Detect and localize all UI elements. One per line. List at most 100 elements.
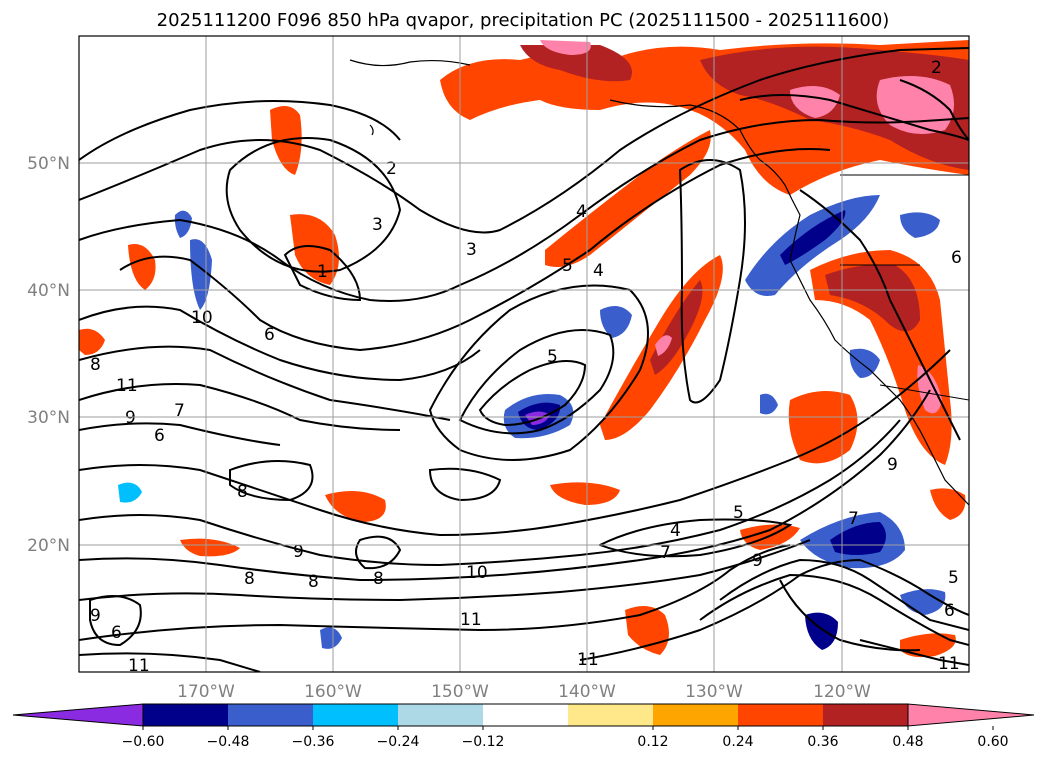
precip-negative-region [760,393,778,415]
contour-line [79,544,791,641]
precip-positive-region [79,328,105,355]
precip-max-positive-region [790,86,840,118]
colorbar-tick-label: −0.12 [462,734,505,750]
lat-tick-label: 40°N [27,281,70,301]
colorbar-segment [738,704,823,726]
contour-label: 7 [848,509,859,529]
contour-label: 2 [931,58,942,78]
precip-weak-negative-region [118,482,142,503]
lon-tick-label: 130°W [685,682,743,702]
lat-tick-label: 50°N [27,154,70,174]
colorbar-tick-label: 0.48 [892,734,923,750]
contour-label: 9 [752,551,763,571]
contour-line [799,189,961,441]
colorbar-tick-label: −0.24 [377,734,420,750]
contour-label: 8 [90,355,101,375]
colorbar-tick-label: 0.60 [977,734,1008,750]
precip-negative-region [174,210,192,238]
colorbar-tick-label: −0.60 [122,734,165,750]
contour-line [119,148,831,352]
colorbar-segment [313,704,398,726]
contour-label: 8 [308,572,319,592]
contour-label: 4 [593,261,604,281]
precip-max-positive-region [540,40,591,55]
contour-line [79,539,811,602]
colorbar-segment [653,704,738,726]
contour-label: 9 [90,606,101,626]
coastlines [349,59,969,506]
contour-label: 6 [111,623,122,643]
contour-line [283,245,362,302]
contour-label: 5 [733,503,744,523]
contour-line [458,329,615,435]
contour-label: 10 [191,308,213,328]
contour-line [79,419,901,567]
colorbar-frame [142,703,909,727]
contour-line [719,558,969,631]
colorbar-ticks: −0.60 −0.48 −0.36 −0.24 −0.12 0.12 0.24 0.36 0.4… [122,726,1009,750]
contour-label: 5 [562,256,573,276]
contour-line [79,305,481,382]
colorbar-tick-label: 0.24 [722,734,753,750]
precip-positive-region [740,524,800,550]
contour-label: 11 [577,650,599,670]
precip-positive-region [788,391,858,464]
colorbar-segment [483,704,568,726]
precip-positive-region [180,538,240,557]
contour-line [79,345,451,421]
lon-tick-label: 140°W [558,682,616,702]
map-frame [78,35,970,673]
map-panel: 2 1 3 4 5 3 4 6 10 8 11 9 6 7 8 9 8 8 10… [78,35,970,676]
contour-line [79,383,401,431]
contour-line [79,389,931,582]
lon-tick-label: 120°W [813,682,871,702]
contour-label: 3 [372,215,383,235]
contour-label: 1 [317,262,328,282]
contour-line [779,579,921,652]
gridlines [79,36,969,672]
coastline [369,124,374,136]
colorbar-segment [823,704,908,726]
contour-line [225,137,402,273]
precip-strong-negative-region [830,522,886,555]
contour-label: 10 [466,563,488,583]
contour-label: 6 [944,601,955,621]
precip-negative-region [900,212,940,238]
contour-labels: 2 1 3 4 5 3 4 6 10 8 11 9 6 7 8 9 8 8 10… [90,58,962,676]
lat-tick-label: 30°N [27,408,70,428]
contour-line [579,558,969,661]
contour-line [79,652,261,672]
contour-label: 5 [547,347,558,367]
contour-label: 7 [174,401,185,421]
border-line [879,384,969,401]
contour-label: 11 [128,656,150,676]
contour-label: 5 [948,568,959,588]
lon-tick-label: 170°W [177,682,235,702]
contour-label: 11 [938,654,960,674]
latitude-labels: 50°N 40°N 30°N 20°N [27,154,70,556]
contour-label: 11 [116,376,138,396]
contour-label: 11 [460,610,482,630]
colorbar-segment [143,704,228,726]
contour-line [899,79,969,141]
contour-line [79,349,951,537]
contour-label: 7 [660,543,671,563]
colorbar-extend-high [907,703,1035,727]
contour-line [229,460,314,502]
contour-label: 3 [466,240,477,260]
colorbar-tick-label: −0.48 [207,734,250,750]
qvapor-contours [79,47,969,672]
colorbar-tick-label: 0.36 [807,734,838,750]
colorbar-segment [398,704,483,726]
colorbar-segment [568,704,653,726]
longitude-labels: 170°W 160°W 150°W 140°W 130°W 120°W [177,682,871,702]
precip-strong-positive-region [520,45,632,82]
precip-positive-region [128,244,156,290]
precip-positive-region [930,488,966,520]
contour-line [428,284,649,461]
contour-line [597,518,793,558]
contour-label: 6 [264,325,275,345]
contour-line [355,535,402,570]
lon-tick-label: 160°W [304,682,362,702]
precip-positive-region [545,130,711,268]
